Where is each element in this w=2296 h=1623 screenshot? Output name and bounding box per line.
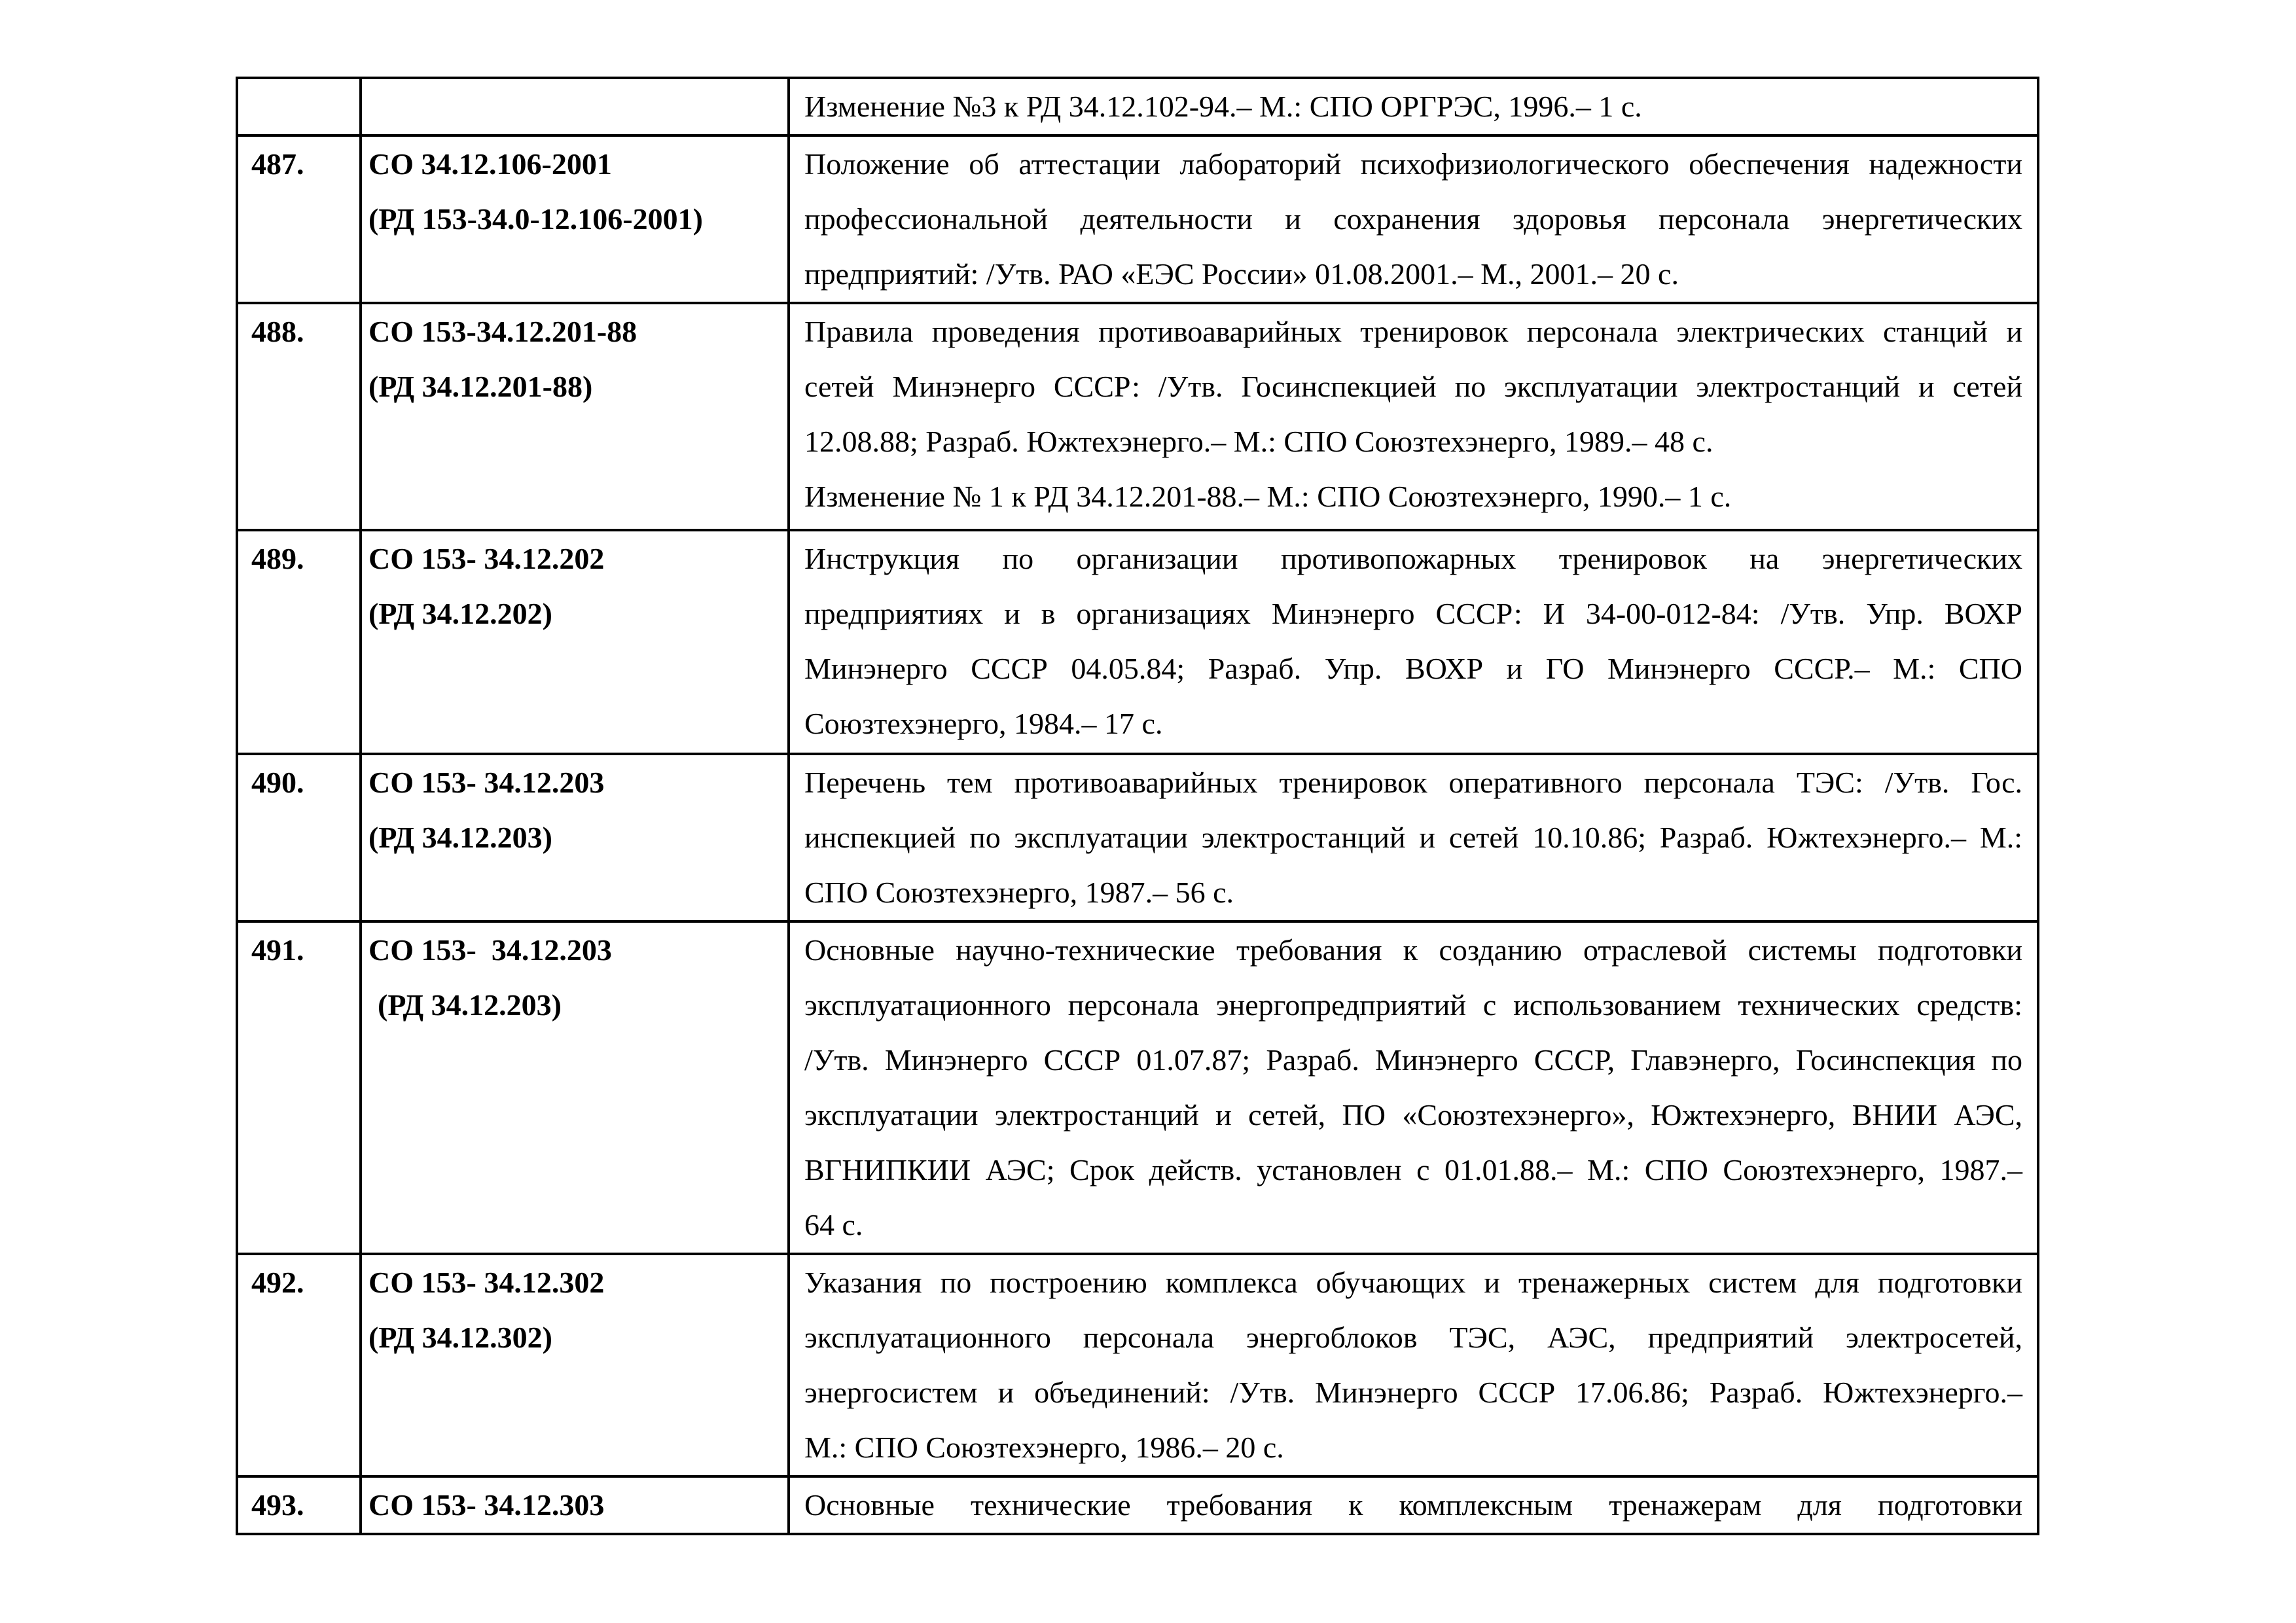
description-line: предприятиях и в организациях Минэнерго …: [804, 597, 2022, 630]
table-row: 488. СО 153-34.12.201-88 (РД 34.12.201-8…: [236, 302, 2039, 531]
description-line: Союзтехэнерго, 1984.– 17 с.: [804, 707, 1163, 740]
row-number: 488.: [236, 302, 362, 531]
description-line: сетей Минэнерго СССР: /Утв. Госинспекцие…: [804, 370, 2022, 403]
table-row: 489. СО 153- 34.12.202 (РД 34.12.202) Ин…: [236, 529, 2039, 755]
description-line: Правила проведения противоаварийных трен…: [804, 315, 2022, 348]
code-line: СО 153- 34.12.303: [368, 1488, 605, 1522]
document-description: Основные технические требования к компле…: [787, 1475, 2039, 1535]
description-line: /Утв. Минэнерго СССР 01.07.87; Разраб. М…: [804, 1043, 2022, 1077]
description-line: инспекцией по эксплуатации электростанци…: [804, 821, 2022, 854]
table-row: Изменение №3 к РД 34.12.102-94.– М.: СПО…: [236, 77, 2039, 137]
document-code: СО 153- 34.12.202 (РД 34.12.202): [359, 529, 790, 755]
code-line: (РД 34.12.202): [368, 597, 552, 630]
description-line: энергосистем и объединений: /Утв. Минэне…: [804, 1376, 2022, 1409]
table-row: 493. СО 153- 34.12.303 Основные техничес…: [236, 1475, 2039, 1535]
document-description: Перечень тем противоаварийных тренировок…: [787, 753, 2039, 923]
description-line: М.: СПО Союзтехэнерго, 1986.– 20 с.: [804, 1431, 1284, 1464]
document-description: Основные научно-технические требования к…: [787, 920, 2039, 1255]
description-line: СПО Союзтехэнерго, 1987.– 56 с.: [804, 876, 1234, 909]
code-line: СО 153- 34.12.302: [368, 1266, 605, 1299]
code-line: (РД 34.12.203): [368, 821, 552, 854]
standards-table: Изменение №3 к РД 34.12.102-94.– М.: СПО…: [236, 77, 2039, 1535]
document-code: СО 153-34.12.201-88 (РД 34.12.201-88): [359, 302, 790, 531]
document-code: [359, 77, 790, 137]
description-line: эксплуатационного персонала энергоблоков…: [804, 1321, 2022, 1354]
code-line: СО 153- 34.12.203: [368, 766, 605, 799]
row-number: [236, 77, 362, 137]
row-number: 493.: [236, 1475, 362, 1535]
row-number: 492.: [236, 1253, 362, 1478]
description-line: ВГНИПКИИ АЭС; Срок действ. установлен с …: [804, 1153, 2022, 1186]
description-line: Положение об аттестации лабораторий псих…: [804, 147, 2022, 181]
code-line: СО 153- 34.12.203: [368, 933, 612, 967]
code-line: (РД 34.12.201-88): [368, 370, 593, 403]
table-row: 487. СО 34.12.106-2001 (РД 153-34.0-12.1…: [236, 134, 2039, 304]
description-line: Основные научно-технические требования к…: [804, 933, 2022, 967]
description-line: Инструкция по организации противопожарны…: [804, 542, 2022, 575]
row-number: 487.: [236, 134, 362, 304]
document-code: СО 153- 34.12.203 (РД 34.12.203): [359, 753, 790, 923]
description-line: Перечень тем противоаварийных тренировок…: [804, 766, 2022, 799]
document-code: СО 153- 34.12.203 (РД 34.12.203): [359, 920, 790, 1255]
description-line: эксплуатации электростанций и сетей, ПО …: [804, 1098, 2022, 1132]
code-line: СО 34.12.106-2001: [368, 147, 612, 181]
row-number: 489.: [236, 529, 362, 755]
row-number: 490.: [236, 753, 362, 923]
document-code: СО 153- 34.12.302 (РД 34.12.302): [359, 1253, 790, 1478]
document-description: Инструкция по организации противопожарны…: [787, 529, 2039, 755]
description-line: Минэнерго СССР 04.05.84; Разраб. Упр. ВО…: [804, 652, 2022, 685]
table-row: 492. СО 153- 34.12.302 (РД 34.12.302) Ук…: [236, 1253, 2039, 1478]
document-code: СО 153- 34.12.303: [359, 1475, 790, 1535]
code-line: (РД 153-34.0-12.106-2001): [368, 202, 703, 236]
description-line: эксплуатационного персонала энергопредпр…: [804, 988, 2022, 1022]
description-line: 64 с.: [804, 1208, 863, 1241]
code-line: СО 153- 34.12.202: [368, 542, 605, 575]
description-line: Указания по построению комплекса обучающ…: [804, 1266, 2022, 1299]
code-line: (РД 34.12.203): [378, 988, 562, 1022]
description-line: 12.08.88; Разраб. Южтехэнерго.– М.: СПО …: [804, 425, 1713, 458]
table-row: 491. СО 153- 34.12.203 (РД 34.12.203) Ос…: [236, 920, 2039, 1255]
document-description: Положение об аттестации лабораторий псих…: [787, 134, 2039, 304]
description-line: Изменение № 1 к РД 34.12.201-88.– М.: СП…: [804, 480, 1732, 513]
code-line: СО 153-34.12.201-88: [368, 315, 637, 348]
document-description: Изменение №3 к РД 34.12.102-94.– М.: СПО…: [787, 77, 2039, 137]
row-number: 491.: [236, 920, 362, 1255]
document-description: Правила проведения противоаварийных трен…: [787, 302, 2039, 531]
code-line: (РД 34.12.302): [368, 1321, 552, 1354]
table-row: 490. СО 153- 34.12.203 (РД 34.12.203) Пе…: [236, 753, 2039, 923]
document-description: Указания по построению комплекса обучающ…: [787, 1253, 2039, 1478]
description-line: профессиональной деятельности и сохранен…: [804, 202, 2022, 236]
description-line: предприятий: /Утв. РАО «ЕЭС России» 01.0…: [804, 257, 1679, 291]
description-line: Основные технические требования к компле…: [804, 1488, 2022, 1522]
description-line: Изменение №3 к РД 34.12.102-94.– М.: СПО…: [804, 90, 1642, 123]
document-code: СО 34.12.106-2001 (РД 153-34.0-12.106-20…: [359, 134, 790, 304]
